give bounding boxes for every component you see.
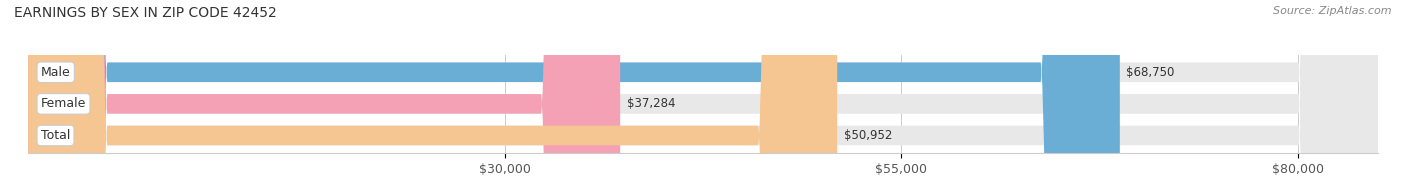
Text: Total: Total: [41, 129, 70, 142]
FancyBboxPatch shape: [28, 0, 837, 196]
FancyBboxPatch shape: [28, 0, 620, 196]
Text: EARNINGS BY SEX IN ZIP CODE 42452: EARNINGS BY SEX IN ZIP CODE 42452: [14, 6, 277, 20]
Text: $37,284: $37,284: [627, 97, 675, 110]
FancyBboxPatch shape: [28, 0, 1378, 196]
Text: Female: Female: [41, 97, 86, 110]
Text: $50,952: $50,952: [844, 129, 891, 142]
FancyBboxPatch shape: [28, 0, 1378, 196]
Text: Male: Male: [41, 66, 70, 79]
FancyBboxPatch shape: [28, 0, 1378, 196]
Text: $68,750: $68,750: [1126, 66, 1174, 79]
Text: Source: ZipAtlas.com: Source: ZipAtlas.com: [1274, 6, 1392, 16]
FancyBboxPatch shape: [28, 0, 1119, 196]
